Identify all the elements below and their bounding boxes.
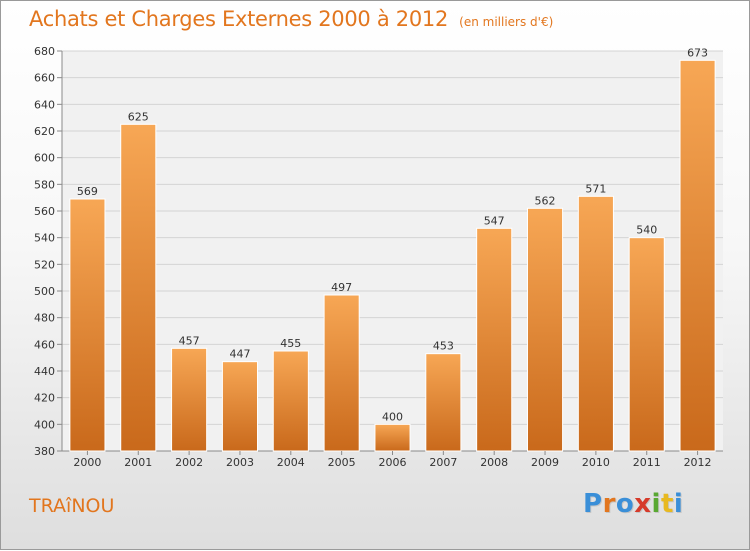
x-tick-label: 2000 — [73, 456, 101, 469]
proxiti-logo: Proxiti — [583, 489, 683, 519]
x-axis-ticks: 2000 2001 2002 2003 2004 2005 2006 2007 2008 2009… — [73, 451, 712, 469]
x-tick-label: 2001 — [124, 456, 152, 469]
y-tick-label: 460 — [34, 338, 55, 351]
data-label: 497 — [331, 281, 352, 294]
logo-letter: x — [634, 489, 652, 519]
y-tick-label: 520 — [34, 258, 55, 271]
bar — [526, 207, 564, 452]
bar — [221, 361, 259, 452]
chart-unit-label: (en milliers d'€) — [459, 15, 554, 29]
logo-letter: P — [583, 489, 603, 519]
data-label: 562 — [535, 194, 556, 207]
location-name: TRAîNOU — [29, 495, 115, 517]
bar — [374, 423, 411, 452]
logo-letter: r — [602, 489, 616, 519]
data-label: 569 — [77, 185, 98, 198]
logo-letter: i — [673, 489, 684, 519]
y-tick-label: 680 — [34, 45, 55, 58]
chart-title-group: Achats et Charges Externes 2000 à 2012 (… — [29, 7, 553, 31]
data-label: 457 — [179, 334, 200, 347]
data-label: 400 — [382, 410, 403, 423]
bar — [476, 227, 513, 452]
y-tick-label: 420 — [34, 392, 55, 405]
y-tick-label: 660 — [34, 72, 55, 85]
logo-letter: i — [651, 489, 661, 519]
data-label: 571 — [585, 182, 606, 195]
y-tick-label: 400 — [34, 418, 55, 431]
data-label: 673 — [687, 46, 708, 59]
bars — [69, 59, 716, 452]
bar — [171, 347, 208, 452]
y-tick-label: 480 — [34, 312, 55, 325]
x-tick-label: 2002 — [175, 456, 203, 469]
x-tick-label: 2008 — [480, 456, 508, 469]
y-tick-label: 500 — [34, 285, 55, 298]
x-tick-label: 2007 — [429, 456, 457, 469]
y-tick-label: 380 — [34, 445, 55, 458]
data-label: 540 — [636, 224, 657, 237]
bar — [679, 59, 716, 452]
bar — [577, 195, 614, 452]
bar — [628, 237, 665, 452]
plot-area — [62, 51, 723, 451]
y-tick-label: 580 — [34, 178, 55, 191]
x-tick-label: 2004 — [277, 456, 305, 469]
data-label: 547 — [484, 214, 505, 227]
x-tick-label: 2005 — [328, 456, 356, 469]
x-tick-label: 2011 — [633, 456, 661, 469]
data-label: 455 — [280, 337, 301, 350]
data-label: 447 — [229, 348, 250, 361]
data-labels: 569 625 457 447 455 497 400 453 547 562 571 540 673 — [77, 46, 708, 423]
x-tick-label: 2012 — [684, 456, 712, 469]
y-tick-label: 440 — [34, 365, 55, 378]
bar — [272, 350, 309, 452]
logo-letter: t — [660, 489, 674, 519]
y-tick-label: 560 — [34, 205, 55, 218]
y-tick-label: 640 — [34, 98, 55, 111]
bar — [120, 123, 157, 452]
data-label: 453 — [433, 340, 454, 353]
bar — [69, 198, 106, 452]
y-tick-label: 600 — [34, 152, 55, 165]
chart-title: Achats et Charges Externes 2000 à 2012 — [29, 7, 449, 31]
y-tick-label: 540 — [34, 232, 55, 245]
bar — [425, 353, 462, 452]
logo-letter: o — [615, 489, 635, 519]
y-tick-label: 620 — [34, 125, 55, 138]
x-tick-label: 2006 — [379, 456, 407, 469]
data-label: 625 — [128, 110, 149, 123]
x-tick-label: 2010 — [582, 456, 610, 469]
x-tick-label: 2009 — [531, 456, 559, 469]
x-tick-label: 2003 — [226, 456, 254, 469]
bar — [323, 294, 360, 452]
